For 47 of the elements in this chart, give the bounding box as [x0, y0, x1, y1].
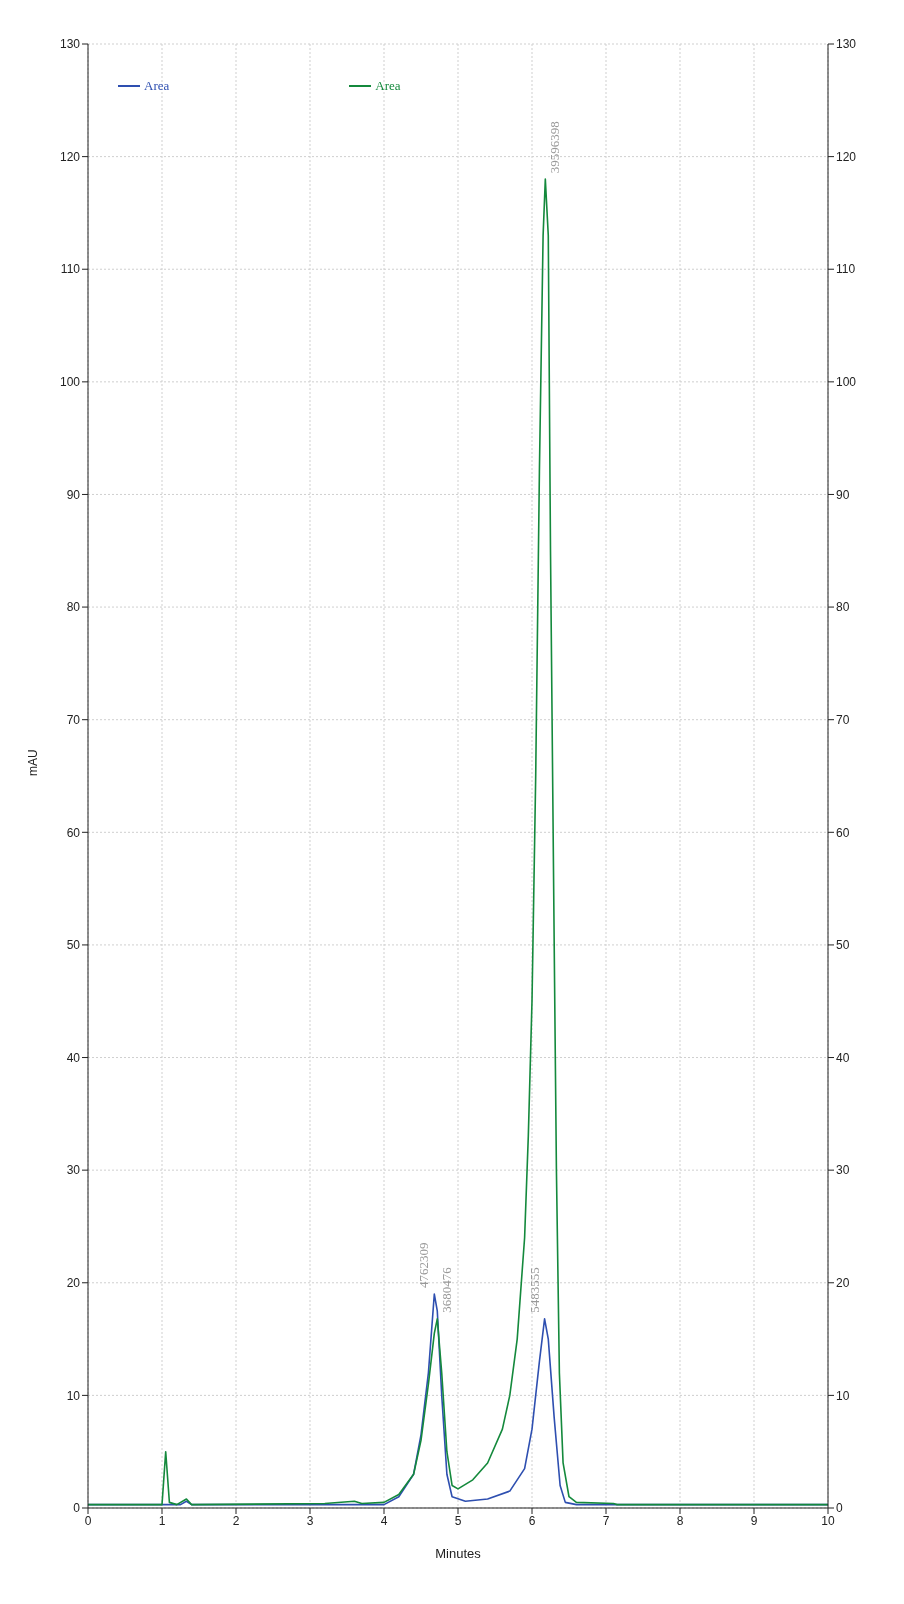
y2-tick-label: 10: [836, 1388, 850, 1403]
y2-tick-label: 50: [836, 938, 850, 953]
y-tick-label: 110: [60, 262, 81, 277]
y-tick-label: 10: [66, 1388, 81, 1403]
y-tick-label: 70: [66, 712, 81, 727]
x-tick-label: 6: [528, 1513, 536, 1528]
x-tick-label: 0: [84, 1513, 92, 1528]
y2-tick-label: 70: [836, 712, 850, 727]
annotation: 5483555: [526, 1267, 542, 1313]
y-tick-label: 90: [66, 487, 81, 502]
y-tick-label: 50: [66, 938, 81, 953]
y-tick-label: 0: [73, 1501, 81, 1516]
legend-label: Area: [375, 78, 401, 94]
y2-tick-label: 100: [836, 375, 857, 390]
y-tick-label: 20: [66, 1276, 81, 1291]
y2-tick-label: 130: [836, 37, 857, 52]
y2-tick-label: 60: [836, 825, 850, 840]
annotation: 39596398: [547, 121, 563, 174]
y-tick-label: 120: [59, 149, 81, 164]
y2-tick-label: 120: [836, 149, 857, 164]
y2-tick-label: 110: [836, 262, 856, 277]
y-tick-label: 40: [66, 1050, 81, 1065]
annotation: 3680476: [439, 1266, 455, 1313]
y-axis-title: mAU: [26, 749, 41, 776]
annotation: 4762309: [416, 1242, 432, 1289]
x-tick-label: 8: [676, 1513, 684, 1528]
x-tick-label: 7: [602, 1513, 610, 1528]
x-tick-label: 1: [158, 1513, 166, 1528]
y-tick-label: 100: [59, 375, 81, 390]
y-tick-label: 130: [59, 37, 81, 52]
y-tick-label: 60: [66, 825, 81, 840]
y2-tick-label: 40: [836, 1050, 850, 1065]
x-tick-label: 3: [306, 1513, 314, 1528]
y-tick-label: 30: [66, 1163, 81, 1178]
y2-tick-label: 30: [836, 1163, 850, 1178]
x-axis-title: Minutes: [435, 1546, 482, 1561]
x-tick-label: 2: [232, 1513, 240, 1528]
y2-tick-label: 80: [836, 600, 850, 615]
x-tick-label: 4: [380, 1513, 388, 1528]
x-tick-label: 5: [454, 1513, 462, 1528]
y2-tick-label: 20: [836, 1276, 850, 1291]
y2-tick-label: 0: [836, 1501, 843, 1516]
legend-label: Area: [144, 78, 170, 94]
x-tick-label: 9: [750, 1513, 758, 1528]
y2-tick-label: 90: [836, 487, 850, 502]
x-tick-label: 10: [821, 1513, 835, 1528]
y-tick-label: 80: [66, 600, 81, 615]
